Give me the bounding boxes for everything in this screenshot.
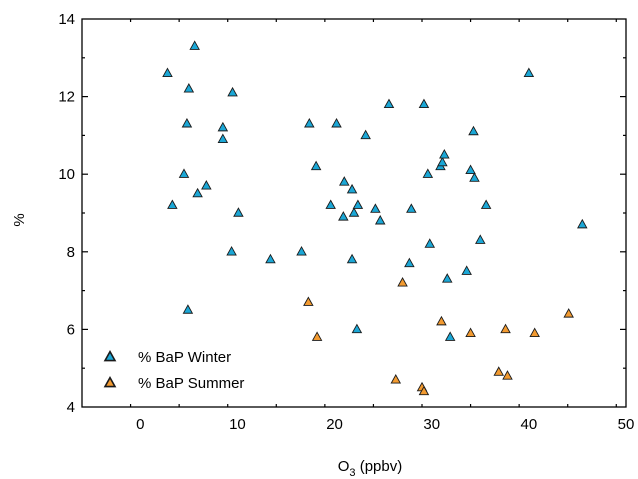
point-winter (383, 98, 395, 109)
point-winter (201, 180, 212, 190)
point-winter (352, 199, 364, 209)
point-winter (331, 117, 342, 128)
point-winter (523, 67, 535, 78)
axes: 0 10 20 30 40 50 4 6 8 10 12 14 (58, 11, 634, 433)
x-tick-label: 0 (136, 416, 144, 433)
point-winter (226, 246, 237, 256)
point-winter (439, 149, 450, 159)
x-tick-label: 10 (229, 416, 246, 433)
point-winter (374, 214, 386, 225)
point-summer (529, 327, 540, 337)
x-tick-label: 30 (423, 416, 440, 433)
x-axis-label-main: O (338, 458, 350, 475)
y-tick-label: 12 (58, 89, 75, 106)
x-tick-label: 50 (618, 416, 635, 433)
point-winter (465, 164, 476, 175)
legend-marker-summer (103, 375, 117, 388)
y-axis-label: % (11, 213, 28, 226)
point-winter (418, 98, 430, 109)
y-tick-label: 6 (67, 321, 75, 338)
point-summer (418, 385, 430, 396)
point-summer (311, 331, 323, 341)
point-winter (167, 199, 178, 209)
legend-label-winter: % BaP Winter (138, 349, 231, 366)
point-winter (178, 168, 190, 178)
point-winter (577, 218, 588, 229)
legend-marker-winter (103, 349, 117, 362)
point-winter (348, 207, 360, 217)
point-summer (502, 370, 513, 380)
x-tick-label: 40 (521, 416, 538, 433)
point-winter (351, 323, 363, 334)
point-winter (468, 125, 479, 136)
point-summer (563, 308, 574, 318)
point-winter (360, 129, 371, 140)
point-winter (233, 207, 244, 217)
y-tick-label: 10 (58, 166, 75, 183)
point-winter (339, 176, 350, 186)
y-tick-label: 4 (67, 399, 75, 416)
x-axis-label-subscript: 3 (349, 467, 355, 479)
point-winter (162, 67, 173, 78)
point-winter (444, 331, 456, 341)
point-winter (310, 160, 322, 171)
point-winter (182, 304, 194, 314)
point-winter (181, 117, 193, 128)
point-winter (217, 121, 229, 132)
point-summer (436, 315, 447, 326)
point-summer (303, 296, 314, 306)
point-winter (422, 168, 434, 178)
point-summer (390, 374, 402, 384)
point-winter (325, 199, 336, 209)
point-winter (217, 133, 229, 143)
point-winter (475, 234, 486, 244)
point-winter (183, 83, 195, 93)
y-tick-label: 14 (58, 11, 75, 28)
point-winter (296, 246, 307, 256)
point-winter (441, 273, 453, 283)
point-summer (465, 327, 476, 337)
point-winter (424, 238, 436, 248)
point-winter (192, 187, 203, 198)
point-winter (189, 40, 200, 50)
point-winter (461, 265, 472, 275)
point-summer (493, 366, 505, 376)
point-summer (397, 277, 408, 287)
x-axis-label: O3 (ppbv) (338, 458, 402, 479)
point-winter (265, 253, 276, 264)
x-tick-label: 20 (326, 416, 343, 433)
point-winter (304, 117, 315, 128)
y-tick-label: 8 (67, 244, 75, 261)
point-winter (404, 257, 415, 268)
point-winter (227, 86, 238, 97)
point-winter (346, 183, 358, 194)
point-winter (338, 211, 349, 221)
legend: % BaP Winter % BaP Summer (103, 349, 244, 392)
point-winter (437, 156, 448, 167)
point-winter (469, 172, 480, 182)
x-axis-label-unit: (ppbv) (356, 458, 403, 475)
point-winter (406, 203, 417, 213)
point-winter (480, 199, 492, 209)
point-winter (370, 203, 381, 213)
point-winter (346, 253, 358, 264)
point-summer (500, 323, 511, 334)
data-points (162, 40, 588, 396)
legend-label-summer: % BaP Summer (138, 375, 244, 392)
